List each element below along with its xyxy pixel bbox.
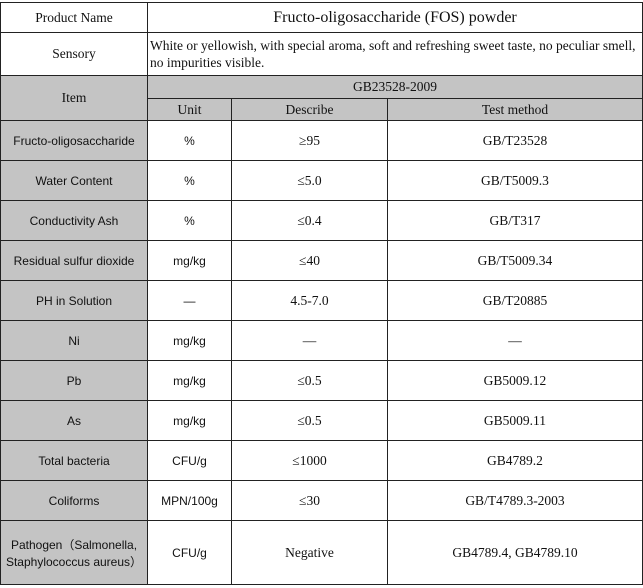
item-cell: Pathogen（Salmonella, Staphylococcus aure…	[0, 520, 148, 585]
table-row: PH in Solution —4.5-7.0 GB/T20885	[0, 280, 643, 321]
unit-cell: mg/kg	[147, 360, 232, 401]
method-cell: GB/T4789.3-2003	[387, 480, 643, 521]
item-cell: PH in Solution	[0, 280, 148, 321]
method-cell: GB/T23528	[387, 120, 643, 161]
item-cell: As	[0, 400, 148, 441]
table-row: Water Content% ≤5.0 GB/T5009.3	[0, 160, 643, 201]
method-cell: GB4789.4, GB4789.10	[387, 520, 643, 585]
sensory-value: White or yellowish, with special aroma, …	[147, 32, 643, 76]
item-cell: Coliforms	[0, 480, 148, 521]
table-row: Total bacteria CFU/g ≤1000 GB4789.2	[0, 440, 643, 481]
describe-cell: 4.5-7.0	[231, 280, 388, 321]
describe-cell: ≤0.5	[231, 400, 388, 441]
unit-cell: mg/kg	[147, 240, 232, 281]
item-cell: Residual sulfur dioxide	[0, 240, 148, 281]
unit-cell: MPN/100g	[147, 480, 232, 521]
table-row: Residual sulfur dioxide mg/kg ≤40 GB/T5009.…	[0, 240, 643, 281]
describe-cell: ≤5.0	[231, 160, 388, 201]
product-name-value: Fructo-oligosaccharide (FOS) powder	[147, 2, 643, 33]
unit-cell: CFU/g	[147, 520, 232, 585]
unit-cell: %	[147, 200, 232, 241]
test-method-header: Test method	[387, 98, 643, 121]
item-cell: Conductivity Ash	[0, 200, 148, 241]
unit-cell: mg/kg	[147, 400, 232, 441]
unit-cell: CFU/g	[147, 440, 232, 481]
table-row: Fructo-oligosaccharide% ≥95 GB/T23528	[0, 120, 643, 161]
table-row: Conductivity Ash% ≤0.4 GB/T317	[0, 200, 643, 241]
describe-cell: ≤30	[231, 480, 388, 521]
table-row: Pb mg/kg ≤0.5 GB5009.12	[0, 360, 643, 401]
table-row: Ni mg/kg — —	[0, 320, 643, 361]
method-cell: GB4789.2	[387, 440, 643, 481]
method-cell: GB/T5009.34	[387, 240, 643, 281]
describe-cell: —	[231, 320, 388, 361]
method-cell: GB/T5009.3	[387, 160, 643, 201]
item-cell: Pb	[0, 360, 148, 401]
method-cell: GB5009.12	[387, 360, 643, 401]
unit-cell: %	[147, 160, 232, 201]
item-header: Item	[0, 75, 148, 121]
item-cell: Total bacteria	[0, 440, 148, 481]
method-cell: GB/T20885	[387, 280, 643, 321]
describe-cell: ≤1000	[231, 440, 388, 481]
product-name-label: Product Name	[0, 2, 148, 33]
item-cell: Fructo-oligosaccharide	[0, 120, 148, 161]
describe-cell: ≤0.5	[231, 360, 388, 401]
item-cell: Water Content	[0, 160, 148, 201]
unit-cell: —	[147, 280, 232, 321]
unit-cell: mg/kg	[147, 320, 232, 361]
method-cell: GB5009.11	[387, 400, 643, 441]
unit-cell: %	[147, 120, 232, 161]
describe-cell: ≤0.4	[231, 200, 388, 241]
standard-header: GB23528-2009	[147, 75, 643, 99]
table-row: Coliforms MPN/100g ≤30 GB/T4789.3-2003	[0, 480, 643, 521]
describe-cell: ≤40	[231, 240, 388, 281]
describe-cell: ≥95	[231, 120, 388, 161]
method-cell: GB/T317	[387, 200, 643, 241]
unit-header: Unit	[147, 98, 232, 121]
describe-header: Describe	[231, 98, 388, 121]
table-row: Pathogen（Salmonella, Staphylococcus aure…	[0, 520, 643, 585]
sensory-label: Sensory	[0, 32, 148, 76]
table-row: As mg/kg ≤0.5 GB5009.11	[0, 400, 643, 441]
method-cell: —	[387, 320, 643, 361]
describe-cell: Negative	[231, 520, 388, 585]
item-cell: Ni	[0, 320, 148, 361]
